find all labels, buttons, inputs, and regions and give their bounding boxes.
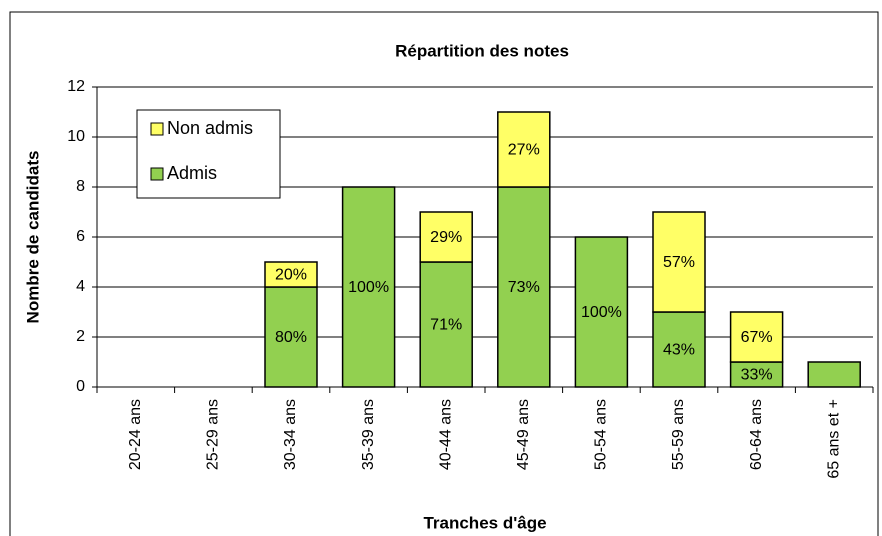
x-tick-label: 60-64 ans [748, 399, 765, 470]
legend-swatch [150, 167, 164, 181]
bar-segment [497, 111, 551, 188]
bar-segment [807, 361, 861, 388]
data-label: 20% [275, 267, 307, 284]
x-tick-label: 45-49 ans [515, 399, 532, 470]
y-axis-title: Nombre de candidats [23, 151, 42, 324]
data-label: 57% [663, 254, 695, 271]
bar-segment [729, 311, 784, 363]
y-tick-label: 10 [67, 128, 85, 145]
legend-label: Non admis [167, 118, 253, 138]
data-label: 27% [508, 142, 540, 159]
x-tick-label: 25-29 ans [205, 399, 222, 470]
x-tick-label: 20-24 ans [127, 399, 144, 470]
x-tick-label: 35-39 ans [360, 399, 377, 470]
x-tick-label: 65 ans et + [825, 399, 842, 479]
data-label: 100% [581, 304, 622, 321]
bar-segment [264, 261, 318, 288]
x-tick-label: 55-59 ans [670, 399, 687, 470]
legend-label: Admis [167, 163, 217, 183]
bar-segment [729, 361, 784, 388]
y-tick-label: 2 [76, 328, 85, 345]
bar-segment [652, 311, 706, 388]
x-tick-label: 30-34 ans [282, 399, 299, 470]
bar-segment [341, 186, 396, 388]
bar-segment [264, 286, 318, 388]
chart-title: Répartition des notes [395, 41, 569, 60]
data-label: 100% [348, 279, 389, 296]
y-tick-label: 8 [76, 178, 85, 195]
x-axis-title: Tranches d'âge [423, 513, 546, 532]
data-label: 43% [663, 342, 695, 359]
data-label: 33% [741, 367, 773, 384]
data-label: 80% [275, 329, 307, 346]
y-tick-label: 6 [76, 228, 85, 245]
legend-swatch [150, 122, 164, 136]
bar-segment [419, 261, 473, 388]
y-tick-label: 0 [76, 378, 85, 395]
data-label: 73% [508, 279, 540, 296]
data-label: 29% [430, 229, 462, 246]
bar-segment [652, 211, 706, 313]
x-tick-label: 50-54 ans [593, 399, 610, 470]
y-tick-label: 12 [67, 78, 85, 95]
y-tick-label: 4 [76, 278, 85, 295]
bar-segment [497, 186, 551, 388]
x-tick-label: 40-44 ans [437, 399, 454, 470]
bar-segment [574, 236, 629, 388]
data-label: 67% [741, 329, 773, 346]
data-label: 71% [430, 317, 462, 334]
bar-segment [419, 211, 473, 263]
